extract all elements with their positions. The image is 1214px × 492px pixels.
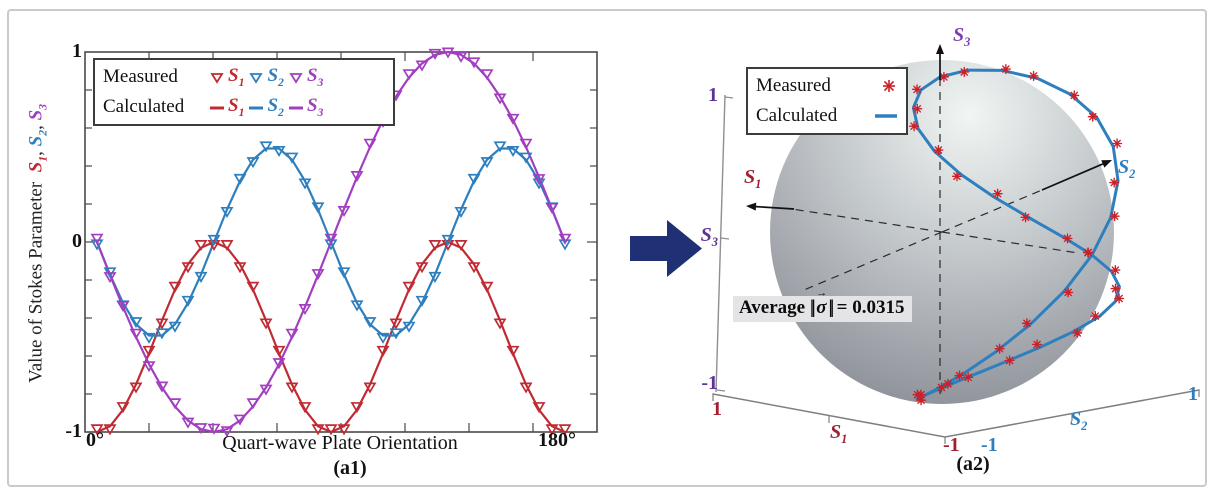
a1-ytick-1: 1 [72,40,82,62]
line-swatch-icon [288,106,303,110]
triangle-marker-icon [249,73,264,84]
a1-xtick-180deg: 180° [538,429,576,451]
a2-vtick-top: 1 [708,84,718,106]
a1-ylabel-s3: S3 [25,103,50,121]
a2-legend-measured-label: Measured [756,75,831,96]
a2-caption: (a2) [956,453,990,475]
a1-legend-measured-label: Measured [103,66,178,87]
a2-vtick-bottom: -1 [701,372,718,394]
a1-ytick-0: 0 [72,230,82,252]
a2-s2-arrow-label: S2 [1118,156,1136,181]
a1-xtick-0deg: 0° [86,429,104,451]
a1-legend-calculated-s2: S2 [248,95,284,120]
a2-s3-axis-label: S3 [700,224,718,249]
a1-legend-measured-s1: S1 [209,65,244,90]
triangle-marker-icon [210,73,224,84]
a1-legend-measured-s3: S3 [288,65,323,90]
a1-ylabel-s1: S1 [25,155,50,173]
a2-s1-tick-outer: 1 [712,398,722,420]
a1-legend-calculated-s1: S1 [209,95,244,120]
a2-s1-arrow-label: S1 [744,166,762,191]
a2-average-error-annotation: Average || σ → || = 0.0315 [733,287,913,322]
a2-s3-arrow-label: S3 [953,24,971,49]
line-swatch-icon [210,106,224,110]
a1-legend-calculated-s3: S3 [288,95,323,120]
a1-ylabel-s2: S2 [25,129,50,147]
line-swatch-icon [875,114,897,118]
a2-s2-tick-outer: 1 [1188,383,1198,405]
a1-y-axis-title: Value of Stokes Parameter S1, S2, S3 [25,103,50,383]
a2-legend-calculated-row: Calculated [756,101,898,131]
a1-legend-calculated-label: Calculated [103,96,185,117]
a1-ylabel-prefix: Value of Stokes Parameter [25,181,47,383]
a1-legend-measured-s2: S2 [248,65,284,90]
asterisk-marker-icon [883,80,895,92]
a1-x-axis-title: Quart-wave Plate Orientation [222,432,458,454]
a2-s2-tick-inner: -1 [981,434,998,456]
a2-s2-axis-label: S2 [1070,408,1088,433]
a2-legend: Measured Calculated [746,67,908,135]
a2-s1-tick-inner: -1 [943,434,960,456]
a1-legend-calculated-row: Calculated S1 S2 S3 [103,92,385,122]
vector-arrow-icon: → [816,287,828,299]
sigma-vector-symbol: σ → [816,287,828,318]
a1-caption: (a1) [333,457,367,479]
line-swatch-icon [249,106,264,110]
a2-s1-axis-label: S1 [830,421,848,446]
figure-frame [7,9,1207,487]
a1-legend: Measured S1 S2 S3 Calculated S1 [93,58,395,126]
a2-legend-calculated-label: Calculated [756,105,838,126]
triangle-marker-icon [289,73,303,84]
a1-ytick-neg1: -1 [65,420,82,442]
a2-legend-measured-row: Measured [756,71,898,101]
a1-legend-measured-row: Measured S1 S2 S3 [103,62,385,92]
